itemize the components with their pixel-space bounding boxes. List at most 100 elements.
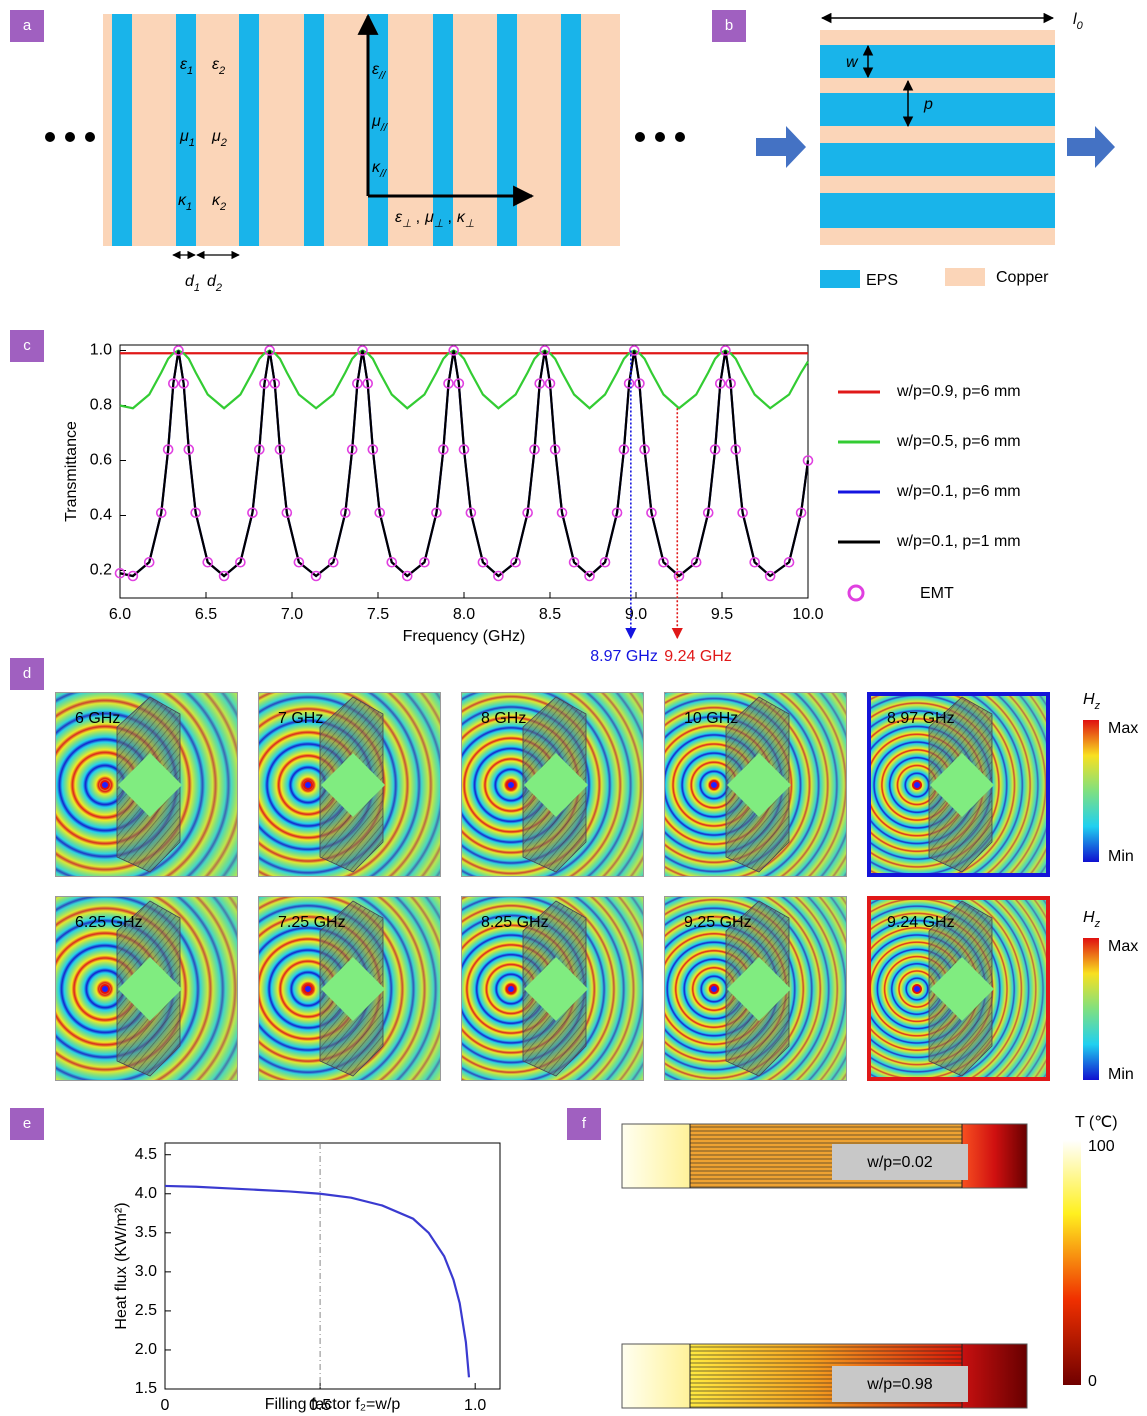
colorbar-min: Min (1108, 1066, 1134, 1083)
ellipsis-dot (635, 132, 645, 142)
frequency-label: 7.25 GHz (278, 914, 346, 931)
panel-label: c (23, 337, 31, 354)
panel-f: w/p=0.02 w/p=0.98 T (℃) 100 0 (622, 1114, 1118, 1408)
source (913, 781, 921, 789)
annotation-label: 8.97 GHz (590, 648, 658, 665)
x-tick-label: 8.0 (453, 606, 475, 623)
label: Hz (1083, 691, 1101, 712)
panel-label: b (725, 17, 733, 34)
source (101, 781, 109, 789)
source (304, 781, 312, 789)
label-sub: 2 (220, 137, 227, 149)
ellipsis-dot (85, 132, 95, 142)
y-tick-label: 4.5 (135, 1146, 157, 1163)
w-label: w (846, 54, 859, 71)
label-sub: 0 (1077, 20, 1084, 32)
separator: , (447, 209, 451, 226)
legend-swatch (945, 268, 985, 286)
line (165, 1186, 469, 1377)
eps-layer (112, 14, 132, 246)
frequency-label: 9.25 GHz (684, 914, 752, 931)
y-tick-label: 1.0 (90, 342, 112, 359)
source (913, 985, 921, 993)
label: l0 (1073, 11, 1084, 32)
legend-label: w/p=0.9, p=6 mm (896, 383, 1021, 400)
label-base: μ (179, 128, 189, 145)
field-map: 9.24 GHz (867, 896, 1050, 1081)
ratio-label: w/p=0.98 (866, 1376, 932, 1393)
plot-frame (165, 1143, 500, 1389)
x-tick-label: 10.0 (792, 606, 823, 623)
colorbar-min: Min (1108, 848, 1134, 865)
annotation-label: 9.24 GHz (664, 648, 732, 665)
label-sub: 1 (189, 137, 195, 149)
y-tick-label: 1.5 (135, 1380, 157, 1397)
frequency-label: 8 GHz (481, 710, 526, 727)
source (710, 781, 718, 789)
frequency-label: 7 GHz (278, 710, 323, 727)
colorbar (1063, 1140, 1081, 1385)
x-tick-label: 0 (161, 1397, 170, 1414)
label-sub: z (1094, 700, 1101, 712)
outgoing-arrow (1067, 126, 1115, 168)
label-sub: 2 (218, 65, 225, 77)
label-sub: // (380, 122, 388, 134)
label-sub: ⊥ (402, 218, 412, 230)
ellipsis-dot (65, 132, 75, 142)
x-axis-label: Frequency (GHz) (403, 628, 526, 645)
label-sub: ⊥ (465, 218, 475, 230)
legend-label: Copper (996, 269, 1049, 286)
label: d2 (207, 273, 222, 294)
y-tick-label: 0.4 (90, 507, 112, 524)
field-map: 9.25 GHz (664, 896, 847, 1081)
hot-end (622, 1124, 690, 1188)
label-sub: 2 (215, 282, 222, 294)
frequency-label: 8.97 GHz (887, 710, 955, 727)
field-map: 7 GHz (258, 692, 441, 877)
x-tick-label: 7.5 (367, 606, 389, 623)
label-base: H (1083, 691, 1095, 708)
legend-label: w/p=0.5, p=6 mm (896, 433, 1021, 450)
y-tick-label: 4.0 (135, 1185, 157, 1202)
label: Hz (1083, 909, 1101, 930)
x-tick-label: 6.0 (109, 606, 131, 623)
incident-arrow (756, 126, 806, 168)
legend-label: EMT (920, 585, 954, 602)
frequency-label: 10 GHz (684, 710, 738, 727)
label-base: μ (424, 209, 434, 226)
colorbar-max: Max (1108, 720, 1138, 737)
separator: , (416, 209, 420, 226)
y-axis-label: Heat flux (KW/m²) (113, 1202, 130, 1329)
legend-swatch (849, 586, 863, 600)
y-tick-label: 3.5 (135, 1224, 157, 1241)
colorbar-title: T (℃) (1075, 1114, 1118, 1131)
legend-swatch (820, 270, 860, 288)
y-tick-label: 0.2 (90, 562, 112, 579)
field-map: 10 GHz (664, 692, 847, 877)
cold-end (962, 1124, 1027, 1188)
panel-label: d (23, 665, 31, 682)
label-base: μ (371, 113, 381, 130)
frequency-label: 6 GHz (75, 710, 120, 727)
label-sub: 1 (187, 65, 193, 77)
field-map: 8.97 GHz (867, 692, 1050, 877)
colorbar-min: 0 (1088, 1373, 1097, 1390)
legend-label: w/p=0.1, p=1 mm (896, 533, 1021, 550)
frequency-label: 8.25 GHz (481, 914, 549, 931)
x-tick-label: 9.0 (625, 606, 647, 623)
legend-label: w/p=0.1, p=6 mm (896, 483, 1021, 500)
eps-layer (304, 14, 324, 246)
label-sub: 1 (186, 201, 192, 213)
ratio-label: w/p=0.02 (866, 1154, 932, 1171)
eps-layer (820, 143, 1055, 176)
field-map: 7.25 GHz (258, 896, 441, 1081)
label-base: μ (211, 128, 221, 145)
label-sub: 1 (194, 282, 200, 294)
colorbar (1083, 938, 1099, 1080)
x-tick-label: 7.0 (281, 606, 303, 623)
line (120, 351, 808, 409)
panel-b: w p EPS Copper (756, 18, 1115, 289)
x-tick-label: 8.5 (539, 606, 561, 623)
label-base: H (1083, 909, 1095, 926)
x-tick-label: 9.5 (711, 606, 733, 623)
